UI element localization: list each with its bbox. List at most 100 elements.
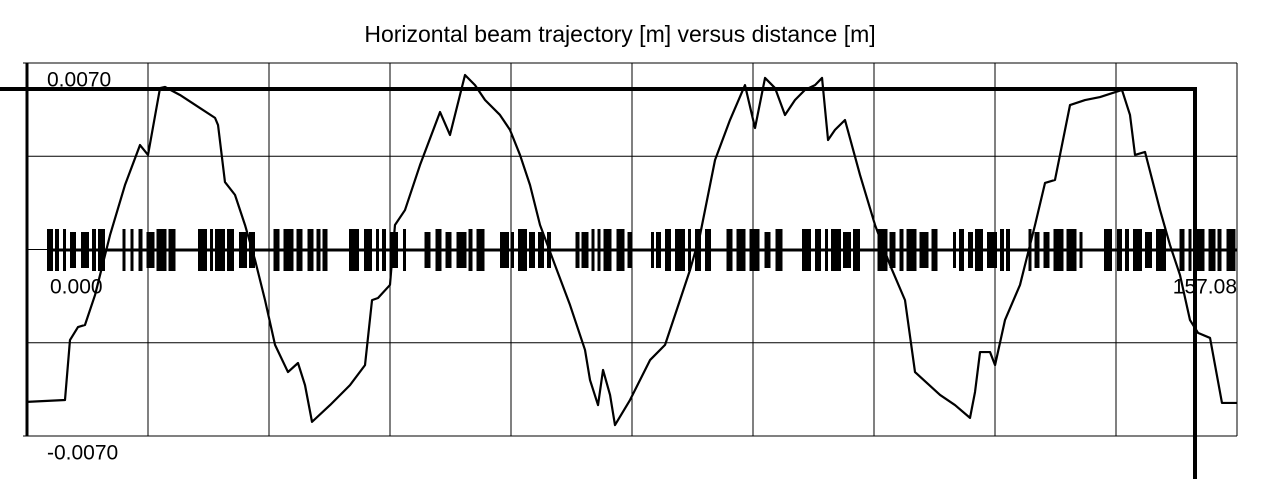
lattice-element [518, 229, 527, 271]
lattice-element [968, 232, 973, 268]
lattice-element [919, 232, 929, 268]
lattice-element [843, 232, 851, 268]
lattice-element [364, 229, 372, 271]
lattice-element [138, 229, 143, 271]
lattice-element [581, 232, 589, 268]
lattice-element [1117, 229, 1122, 271]
lattice-element [959, 229, 964, 271]
lattice-element [349, 229, 359, 271]
lattice-element [603, 229, 612, 271]
lattice-element [538, 232, 544, 268]
lattice-element [403, 229, 406, 271]
lattice-element [764, 232, 771, 268]
lattice-element [802, 229, 811, 271]
lattice-element [726, 229, 733, 271]
lattice-element [500, 232, 509, 268]
lattice-element [296, 229, 303, 271]
lattice-element [468, 229, 473, 271]
lattice-element [1043, 232, 1050, 268]
lattice-element [575, 232, 580, 268]
lattice-element [1028, 229, 1032, 271]
lattice-element [656, 232, 661, 268]
lattice-element [853, 229, 860, 271]
lattice-element [122, 229, 126, 271]
lattice-element [435, 229, 442, 271]
lattice-element [445, 232, 452, 268]
lattice-element [695, 229, 701, 271]
lattice-element [81, 232, 89, 268]
lattice-element [156, 229, 167, 271]
lattice-element [597, 229, 601, 271]
lattice-element [987, 232, 997, 268]
lattice-element [456, 232, 467, 268]
lattice-element [1196, 229, 1205, 271]
lattice-element [1053, 229, 1064, 271]
lattice-element [1133, 229, 1142, 271]
ticks: 0.0070 -0.0070 0.000 157.08 [23, 62, 1238, 465]
lattice-element [1208, 229, 1216, 271]
trajectory-line [26, 73, 1237, 427]
lattice-element [210, 229, 213, 271]
lattice-element [651, 232, 654, 268]
lattice-element [63, 229, 66, 271]
lattice-element [889, 232, 896, 268]
lattice-element [675, 229, 685, 271]
lattice-element [931, 229, 938, 271]
lattice-element [1179, 229, 1185, 271]
lattice-element [273, 229, 280, 271]
lattice-element [736, 229, 746, 271]
lattice-element [815, 229, 821, 271]
lattice-element [382, 229, 386, 271]
lattice-element [168, 229, 176, 271]
lattice-element [1217, 229, 1222, 271]
lattice-element [775, 229, 783, 271]
lattice-element [906, 229, 917, 271]
lattice-element [616, 229, 625, 271]
lattice-element [705, 229, 711, 271]
lattice-element [688, 229, 691, 271]
lattice-element [47, 229, 53, 271]
lattice-element [1006, 229, 1010, 271]
lattice-element [749, 229, 760, 271]
lattice-element [424, 232, 431, 268]
lattice-element [1000, 229, 1004, 271]
lattice-element [390, 232, 398, 268]
plot [26, 73, 1237, 427]
lattice-element [476, 229, 485, 271]
lattice-element [70, 232, 76, 268]
lattice-element [215, 229, 225, 271]
lattice-element [227, 229, 234, 271]
lattice-element [529, 232, 535, 268]
lattice-element [146, 232, 155, 268]
lattice-element [1104, 229, 1112, 271]
lattice-element [1034, 232, 1040, 268]
lattice-element [198, 229, 207, 271]
lattice-element [1079, 232, 1083, 268]
lattice-element [627, 232, 633, 268]
lattice-element [316, 229, 321, 271]
lattice-element [877, 229, 888, 271]
lattice-element [1156, 229, 1166, 271]
lattice-element [239, 232, 247, 268]
lattice-element [55, 229, 59, 271]
lattice-element [283, 229, 294, 271]
lattice-element [1125, 229, 1129, 271]
lattice-element [376, 229, 379, 271]
lattice-element [511, 232, 514, 268]
lattice-element [1145, 232, 1152, 268]
lattice-band [47, 229, 1237, 271]
y-tick-label: 0.0070 [47, 69, 111, 92]
lattice-element [953, 232, 956, 268]
y-tick-label: -0.0070 [47, 442, 118, 465]
lattice-element [130, 229, 134, 271]
lattice-element [322, 229, 328, 271]
lattice-element [825, 229, 828, 271]
lattice-element [92, 229, 96, 271]
lattice-element [98, 229, 105, 271]
lattice-element [1066, 229, 1077, 271]
lattice-element [307, 229, 314, 271]
lattice-element [975, 229, 983, 271]
x-tick-label: 0.000 [50, 276, 103, 299]
lattice-element [591, 229, 595, 271]
